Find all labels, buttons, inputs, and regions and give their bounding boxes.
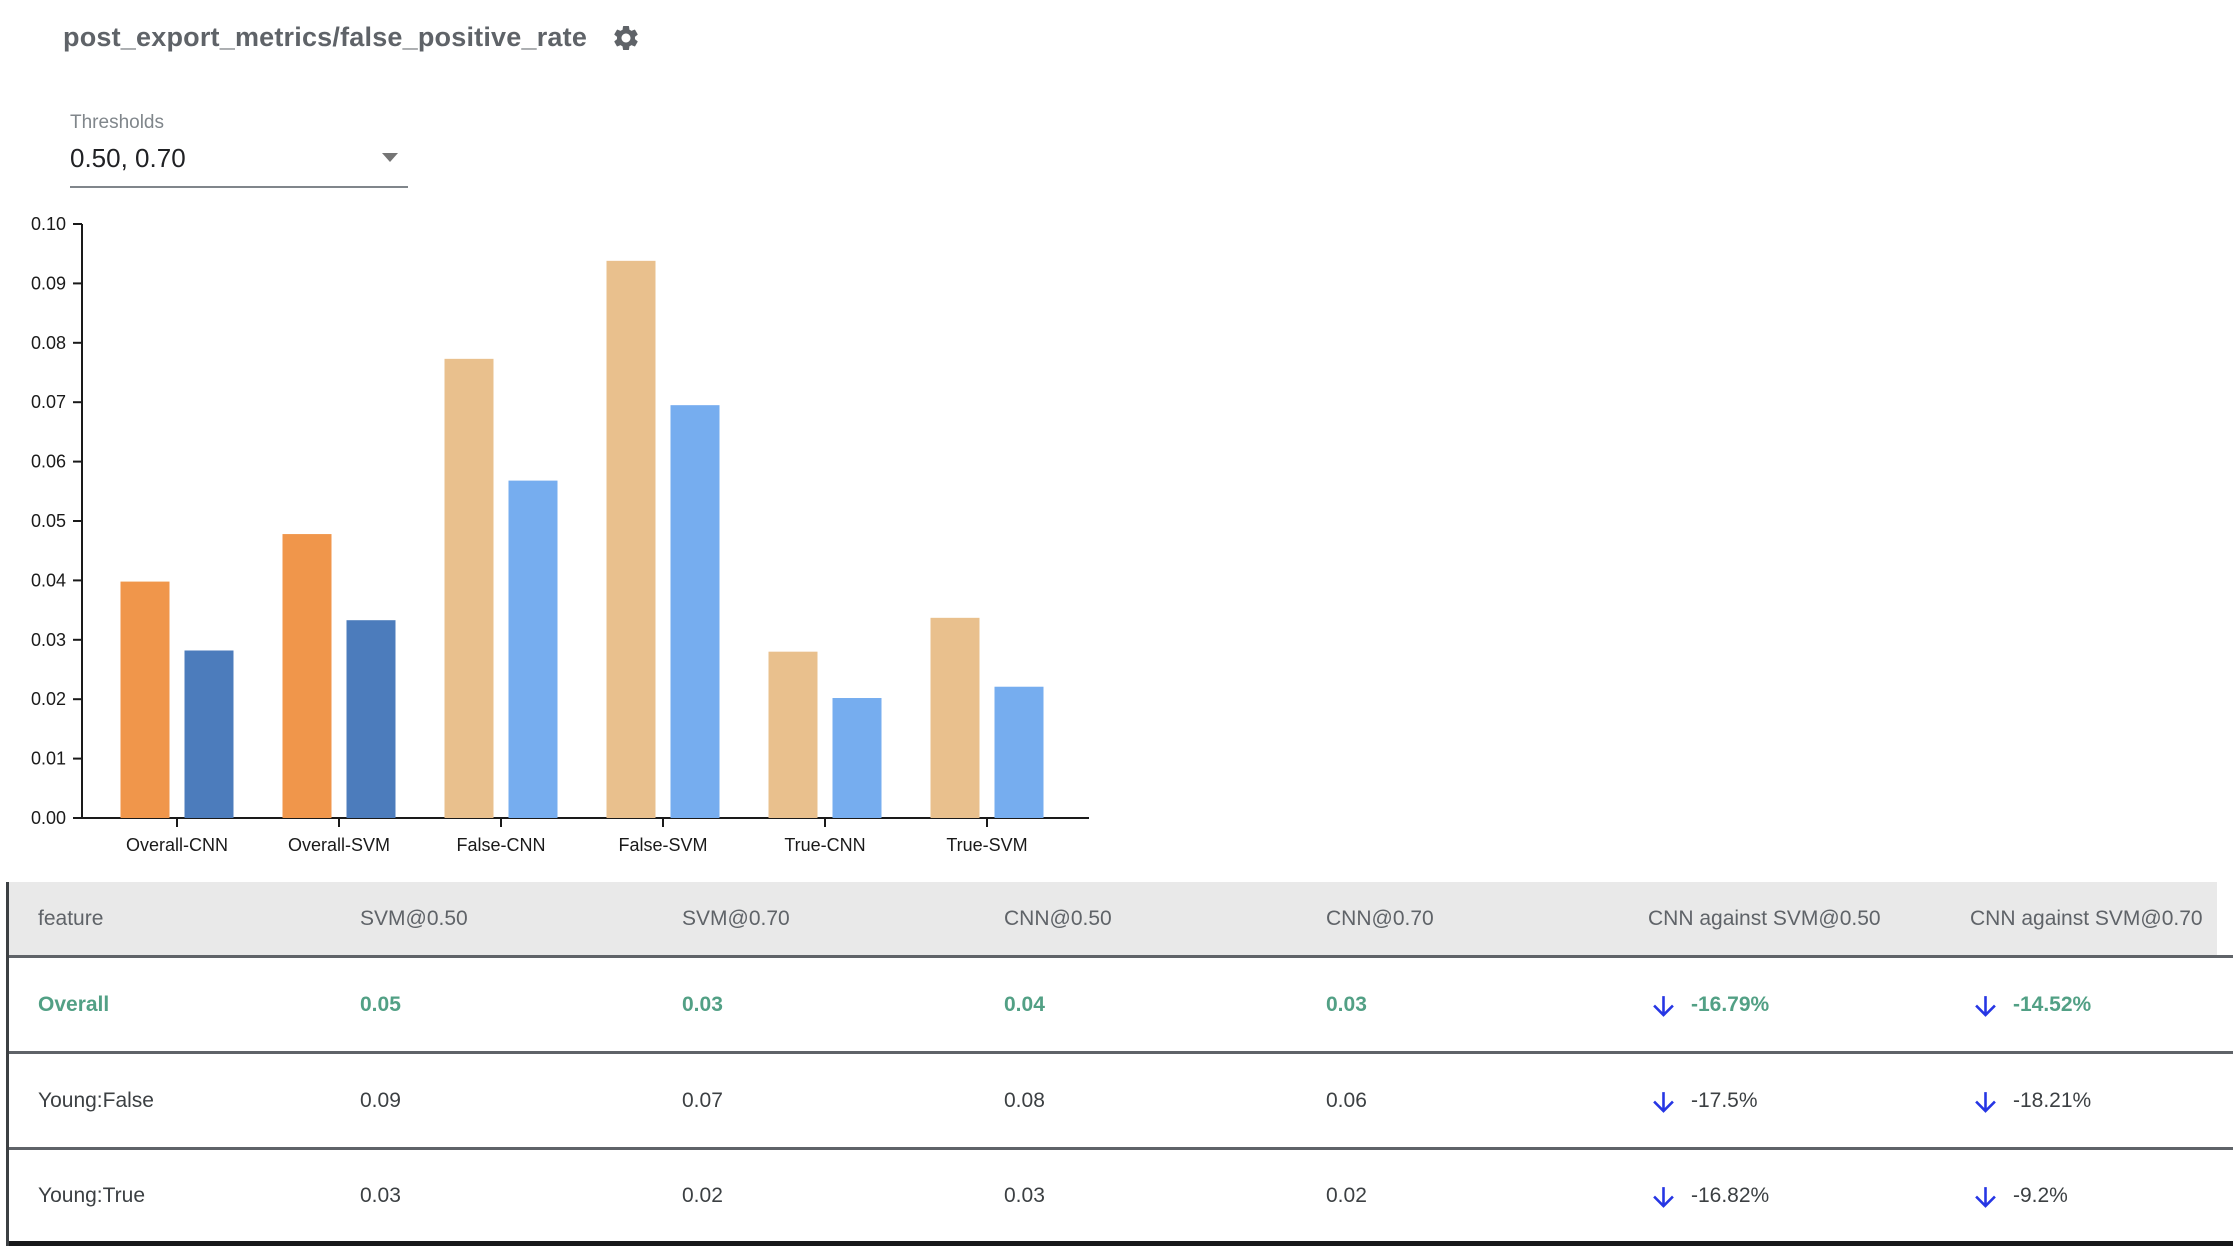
comparison-value: -16.79%: [1691, 992, 1770, 1016]
comparison-cell: -14.52%: [1941, 987, 2233, 1022]
y-tick-label: 0.02: [31, 689, 66, 709]
bar-Overall-CNN-threshold 0.70[interactable]: [184, 650, 234, 818]
metrics-table: feature SVM@0.50 SVM@0.70 CNN@0.50 CNN@0…: [6, 882, 2233, 1246]
bar-True-CNN-threshold 0.70[interactable]: [832, 698, 882, 818]
table-header-row: feature SVM@0.50 SVM@0.70 CNN@0.50 CNN@0…: [9, 882, 2233, 958]
comparison-value: -18.21%: [2013, 1088, 2092, 1112]
bar-Overall-SVM-threshold 0.70[interactable]: [346, 620, 396, 818]
arrow-down-icon: [1653, 1092, 1674, 1113]
bar-False-CNN-threshold 0.50[interactable]: [444, 358, 494, 818]
table-body: Overall 0.05 0.03 0.04 0.03 -16.79% -14.52% You…: [9, 958, 2233, 1246]
y-tick-label: 0.10: [31, 214, 66, 234]
y-tick-label: 0.03: [31, 630, 66, 650]
value-cell: 0.03: [1326, 992, 1367, 1016]
value-cell: 0.09: [360, 1088, 401, 1112]
y-tick-label: 0.06: [31, 452, 66, 472]
value-cell: 0.05: [360, 992, 401, 1016]
comparison-value: -14.52%: [2013, 992, 2092, 1016]
table-row[interactable]: Overall 0.05 0.03 0.04 0.03 -16.79% -14.52%: [9, 958, 2233, 1054]
bar-Overall-SVM-threshold 0.50[interactable]: [282, 534, 332, 818]
y-tick-label: 0.09: [31, 273, 66, 293]
table-row[interactable]: Young:True 0.03 0.02 0.03 0.02 -16.82% -9.2%: [9, 1150, 2233, 1246]
comparison-cell: -18.21%: [1941, 1083, 2233, 1118]
metric-header: post_export_metrics/false_positive_rate: [63, 22, 641, 53]
comparison-value: -17.5%: [1691, 1088, 1758, 1112]
arrow-down-icon: [1653, 996, 1674, 1017]
value-cell: 0.04: [1004, 992, 1045, 1016]
bar-False-CNN-threshold 0.70[interactable]: [508, 480, 558, 818]
arrow-down-icon: [1653, 1187, 1674, 1208]
thresholds-control: Thresholds 0.50, 0.70: [70, 112, 408, 188]
bar-False-SVM-threshold 0.70[interactable]: [670, 405, 720, 818]
value-cell: 0.03: [360, 1183, 401, 1207]
feature-cell: Overall: [38, 992, 110, 1016]
comparison-cell: -9.2%: [1941, 1178, 2233, 1213]
value-cell: 0.08: [1004, 1088, 1045, 1112]
value-cell: 0.02: [1326, 1183, 1367, 1207]
page-title: post_export_metrics/false_positive_rate: [63, 22, 588, 52]
chevron-down-icon: [382, 153, 398, 162]
column-header-cnn-070: CNN@0.70: [1326, 906, 1434, 930]
x-category-label: Overall-CNN: [126, 835, 228, 855]
column-header-cnn-050: CNN@0.50: [1004, 906, 1112, 930]
y-tick-label: 0.00: [31, 808, 66, 828]
value-cell: 0.06: [1326, 1088, 1367, 1112]
bar-True-SVM-threshold 0.70[interactable]: [994, 686, 1044, 818]
column-header-feature: feature: [38, 906, 104, 930]
y-tick-label: 0.01: [31, 749, 66, 769]
column-header-svm-050: SVM@0.50: [360, 906, 468, 930]
bar-True-CNN-threshold 0.50[interactable]: [768, 651, 818, 818]
value-cell: 0.03: [1004, 1183, 1045, 1207]
bar-False-SVM-threshold 0.50[interactable]: [606, 260, 656, 818]
arrow-down-icon: [1975, 1092, 1996, 1113]
arrow-down-icon: [1975, 996, 1996, 1017]
grouped-bar-chart: 0.00 0.01 0.02 0.03 0.04 0.05 0.06 0.07 0.08 0.09…: [31, 214, 1089, 855]
column-header-svm-070: SVM@0.70: [682, 906, 790, 930]
comparison-value: -9.2%: [2013, 1183, 2068, 1207]
thresholds-value: 0.50, 0.70: [70, 143, 186, 173]
y-tick-label: 0.05: [31, 511, 66, 531]
thresholds-label: Thresholds: [70, 112, 164, 133]
value-cell: 0.02: [682, 1183, 723, 1207]
value-cell: 0.07: [682, 1088, 723, 1112]
column-header-cnn-vs-svm-070: CNN against SVM@0.70: [1970, 906, 2203, 930]
x-category-label: False-CNN: [456, 835, 545, 855]
x-category-label: True-CNN: [784, 835, 865, 855]
comparison-value: -16.82%: [1691, 1183, 1770, 1207]
table-row[interactable]: Young:False 0.09 0.07 0.08 0.06 -17.5% -18.21%: [9, 1054, 2233, 1150]
value-cell: 0.03: [682, 992, 723, 1016]
bar-Overall-CNN-threshold 0.50[interactable]: [120, 581, 170, 818]
comparison-cell: -16.82%: [1619, 1178, 1941, 1213]
x-category-label: Overall-SVM: [288, 835, 390, 855]
feature-cell: Young:False: [38, 1088, 154, 1112]
comparison-cell: -17.5%: [1619, 1083, 1941, 1118]
comparison-cell: -16.79%: [1619, 987, 1941, 1022]
x-category-label: True-SVM: [946, 835, 1027, 855]
feature-cell: Young:True: [38, 1183, 146, 1207]
arrow-down-icon: [1975, 1187, 1996, 1208]
bar-True-SVM-threshold 0.50[interactable]: [930, 617, 980, 818]
column-header-cnn-vs-svm-050: CNN against SVM@0.50: [1648, 906, 1881, 930]
x-category-label: False-SVM: [618, 835, 707, 855]
thresholds-select[interactable]: 0.50, 0.70: [70, 139, 408, 188]
settings-gear-icon[interactable]: [611, 23, 641, 53]
y-tick-label: 0.08: [31, 333, 66, 353]
y-tick-label: 0.04: [31, 570, 66, 590]
y-tick-label: 0.07: [31, 392, 66, 412]
